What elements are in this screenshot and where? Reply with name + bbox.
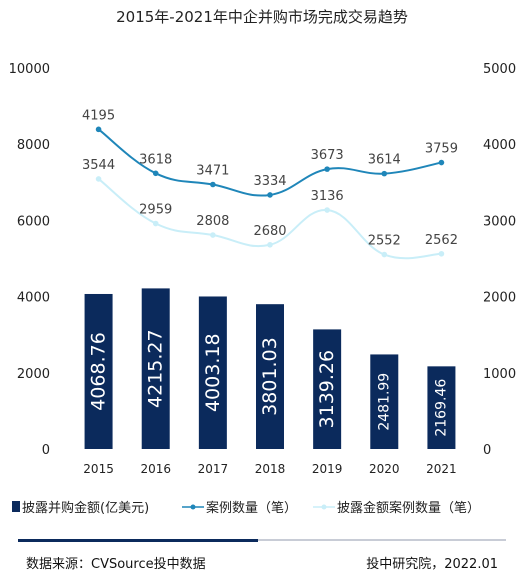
line-cases-point xyxy=(381,170,388,177)
left-axis-tick-label: 10000 xyxy=(9,62,50,77)
bar xyxy=(141,288,170,449)
left-axis: 0 2000 4000 6000 8000 10000 xyxy=(9,62,50,458)
x-axis-tick-label: 2017 xyxy=(198,462,229,476)
right-axis-tick-label: 1000 xyxy=(483,367,516,382)
x-axis-tick-label: 2020 xyxy=(369,462,400,476)
line-disclosed-value-label: 3136 xyxy=(311,189,344,204)
x-axis: 2015 2016 2017 2018 2019 2020 2021 xyxy=(83,462,456,476)
line-cases-value-label: 4195 xyxy=(82,108,115,123)
line-cases-value-label: 3673 xyxy=(311,148,344,163)
footer-source: 数据来源：CVSource投中数据 xyxy=(26,557,206,572)
line-disclosed-value-label: 2680 xyxy=(253,224,286,239)
left-axis-tick-label: 8000 xyxy=(17,138,50,153)
legend-label-line-disclosed: 披露金额案例数量（笔） xyxy=(337,500,480,516)
line-cases-value-label: 3614 xyxy=(368,153,401,168)
line-cases-value-label: 3334 xyxy=(253,174,286,189)
line-cases-value-label: 3759 xyxy=(425,142,458,157)
bar-value-label: 4068.76 xyxy=(88,332,110,411)
line-disclosed-value-label: 2562 xyxy=(425,233,458,248)
bar xyxy=(256,304,284,449)
legend: 披露并购金额(亿美元) 案例数量（笔） 披露金额案例数量（笔） xyxy=(12,500,480,516)
right-axis-tick-label: 2000 xyxy=(483,291,516,306)
bar xyxy=(370,354,399,449)
line-disclosed-point xyxy=(210,232,216,238)
right-axis-tick-label: 3000 xyxy=(483,214,516,229)
line-cases-point xyxy=(267,192,273,198)
bar xyxy=(198,296,227,449)
bar-series: 4068.76 4215.27 4003.18 3801.03 3139.26 2481.… xyxy=(84,288,456,449)
bar-value-label: 2481.99 xyxy=(376,373,392,431)
line-cases-point xyxy=(152,170,159,177)
x-axis-tick-label: 2018 xyxy=(255,462,286,476)
line-cases-point xyxy=(210,181,216,188)
left-axis-tick-label: 6000 xyxy=(17,214,50,229)
footer-org-date: 投中研究院，2022.01 xyxy=(366,557,498,572)
bar-value-label: 4003.18 xyxy=(202,333,224,412)
left-axis-tick-label: 0 xyxy=(42,443,50,458)
line-series: 3544 2959 2808 2680 3136 2552 2562 4195 3618 3471… xyxy=(82,108,458,260)
chart-title: 2015年-2021年中企并购市场完成交易趋势 xyxy=(116,8,408,26)
bar-value-label: 3139.26 xyxy=(316,350,338,429)
left-axis-tick-label: 4000 xyxy=(17,291,50,306)
line-cases-point xyxy=(324,166,330,172)
x-axis-tick-label: 2016 xyxy=(140,462,171,476)
line-disclosed-point xyxy=(95,176,102,182)
line-disclosed-point xyxy=(381,251,388,258)
bar xyxy=(313,329,342,449)
line-disclosed-value-label: 2552 xyxy=(368,234,401,249)
right-axis-tick-label: 5000 xyxy=(483,62,516,77)
line-disclosed-value-label: 2959 xyxy=(139,203,172,218)
line-cases-point xyxy=(95,126,102,133)
x-axis-tick-label: 2019 xyxy=(312,462,343,476)
right-axis: 0 1000 2000 3000 4000 5000 xyxy=(483,62,516,458)
line-disclosed-point xyxy=(267,241,273,248)
x-axis-tick-label: 2015 xyxy=(83,462,114,476)
line-disclosed-value-label: 2808 xyxy=(196,214,229,229)
footer-divider-accent xyxy=(18,539,258,542)
line-cases-point xyxy=(438,159,445,166)
line-disclosed-value-label: 3544 xyxy=(82,158,115,173)
bar xyxy=(84,293,113,449)
right-axis-tick-label: 0 xyxy=(483,443,491,458)
x-axis-tick-label: 2021 xyxy=(426,462,457,476)
footer-divider xyxy=(18,539,506,542)
legend-swatch-bar xyxy=(12,501,20,512)
legend-marker-line-disclosed xyxy=(321,504,327,510)
line-disclosed-point xyxy=(152,220,159,227)
bar-value-label: 2169.46 xyxy=(433,379,449,437)
bar xyxy=(427,366,456,449)
left-axis-tick-label: 2000 xyxy=(17,367,50,382)
right-axis-tick-label: 4000 xyxy=(483,138,516,153)
line-disclosed-point xyxy=(438,250,445,257)
legend-label-bar: 披露并购金额(亿美元) xyxy=(22,500,149,516)
line-disclosed-point xyxy=(324,207,330,213)
bar-value-label: 3801.03 xyxy=(259,337,281,416)
line-cases-value-label: 3471 xyxy=(196,164,229,179)
line-cases-value-label: 3618 xyxy=(139,152,172,167)
bar-value-label: 4215.27 xyxy=(145,329,167,408)
legend-label-line-cases: 案例数量（笔） xyxy=(206,500,297,516)
legend-marker-line-cases xyxy=(190,504,196,510)
